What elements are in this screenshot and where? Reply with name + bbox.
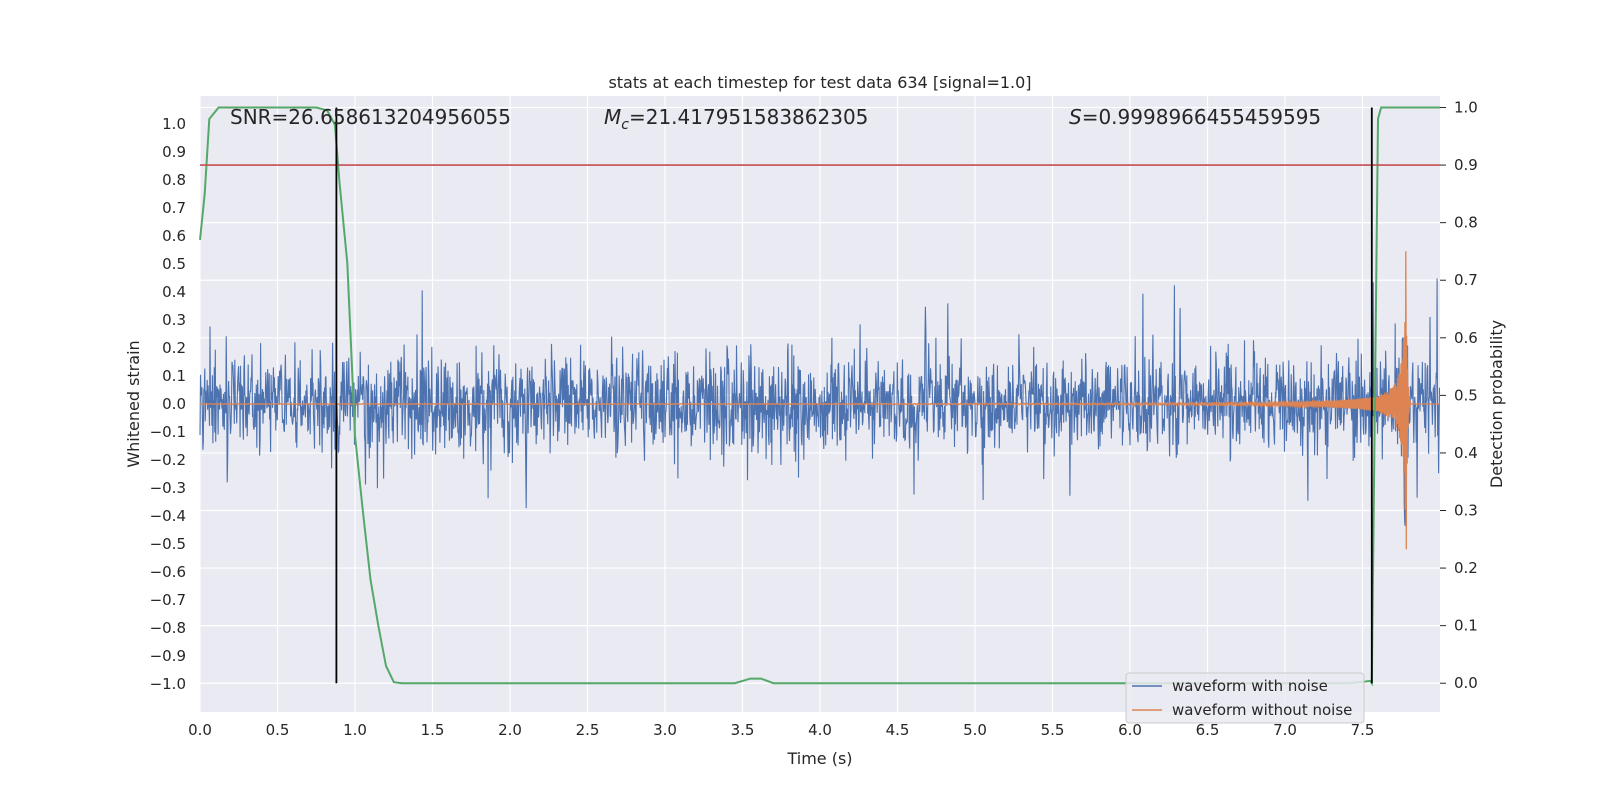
legend: waveform with noise waveform without noi… — [1125, 672, 1365, 724]
chirp-mass-annotation: Mc=21.417951583862305 — [604, 105, 868, 133]
x-tick-label: 2.0 — [498, 721, 522, 739]
y-tick-label-left: 0.5 — [162, 255, 186, 273]
y-tick-label-left: −0.7 — [150, 591, 186, 609]
y-tick-label-left: −0.5 — [150, 535, 186, 553]
y-tick-label-left: 0.9 — [162, 143, 186, 161]
x-tick-label: 6.5 — [1196, 721, 1220, 739]
y-tick-label-left: −0.6 — [150, 563, 186, 581]
y-tick-label-right: 0.7 — [1454, 271, 1478, 289]
y-tick-label-left: 0.3 — [162, 311, 186, 329]
x-tick-label: 7.0 — [1273, 721, 1297, 739]
y-tick-label-right: 0.2 — [1454, 559, 1478, 577]
x-tick-label: 1.0 — [343, 721, 367, 739]
x-tick-label: 3.0 — [653, 721, 677, 739]
y-tick-label-left: −0.3 — [150, 479, 186, 497]
axes: 0.0 0.5 1.0 1.5 2.0 2.5 3.0 3.5 4.0 4.5 5.0 5.5 6.0 6… — [150, 99, 1478, 739]
y-tick-label-right: 1.0 — [1454, 99, 1478, 117]
y-tick-label-left: 0.7 — [162, 199, 186, 217]
y-tick-label-left: 1.0 — [162, 115, 186, 133]
x-tick-label: 3.5 — [731, 721, 755, 739]
x-tick-label: 6.0 — [1118, 721, 1142, 739]
x-tick-label: 1.5 — [421, 721, 445, 739]
y-tick-label-left: −0.2 — [150, 451, 186, 469]
y-tick-label-left: 0.1 — [162, 367, 186, 385]
x-tick-label: 0.5 — [266, 721, 290, 739]
chirp-mass-symbol: M — [604, 105, 621, 129]
y-tick-label-left: −0.1 — [150, 423, 186, 441]
y-tick-label-left: −0.9 — [150, 647, 186, 665]
chirp-mass-value: =21.417951583862305 — [629, 105, 868, 129]
y-tick-label-left: 0.2 — [162, 339, 186, 357]
y-tick-label-left: −0.8 — [150, 619, 186, 637]
y-tick-label-right: 0.5 — [1454, 386, 1478, 404]
y-tick-label-right: 0.4 — [1454, 444, 1478, 462]
y-tick-label-right: 0.9 — [1454, 156, 1478, 174]
x-tick-label: 7.5 — [1351, 721, 1375, 739]
y-axis-label-left: Whitened strain — [124, 340, 143, 467]
legend-label-noisy: waveform with noise — [1172, 677, 1328, 695]
y-tick-label-left: 0.6 — [162, 227, 186, 245]
score-value: =0.9998966455459595 — [1082, 105, 1321, 129]
y-axis-label-right: Detection probability — [1487, 320, 1506, 488]
y-tick-label-right: 0.0 — [1454, 674, 1478, 692]
snr-annotation: SNR=26.658613204956055 — [230, 105, 511, 129]
clean-waveform-line — [199, 251, 1440, 550]
y-tick-label-left: 0.4 — [162, 283, 186, 301]
y-tick-label-left: −0.4 — [150, 507, 186, 525]
score-annotation: S=0.9998966455459595 — [1069, 105, 1321, 129]
y-tick-label-left: 0.0 — [162, 395, 186, 413]
x-tick-label: 4.5 — [886, 721, 910, 739]
legend-box — [1125, 672, 1365, 724]
noisy-waveform-line — [199, 278, 1441, 526]
overlay-lines — [200, 107, 1440, 684]
x-axis-label: Time (s) — [786, 749, 852, 768]
y-tick-label-right: 0.8 — [1454, 214, 1478, 232]
x-tick-label: 5.5 — [1041, 721, 1065, 739]
y-tick-label-right: 0.6 — [1454, 329, 1478, 347]
x-tick-label: 5.0 — [963, 721, 987, 739]
score-symbol: S — [1069, 105, 1082, 129]
legend-label-clean: waveform without noise — [1172, 701, 1352, 719]
chirp-mass-subscript: c — [621, 117, 629, 133]
noisy-waveform-series — [199, 278, 1441, 526]
y-tick-label-left: 0.8 — [162, 171, 186, 189]
x-tick-label: 0.0 — [188, 721, 212, 739]
y-tick-label-right: 0.1 — [1454, 617, 1478, 635]
chart-title: stats at each timestep for test data 634… — [608, 73, 1031, 92]
clean-waveform-series — [199, 251, 1440, 550]
x-tick-label: 4.0 — [808, 721, 832, 739]
y-tick-label-left: −1.0 — [150, 675, 186, 693]
x-tick-label: 2.5 — [576, 721, 600, 739]
y-tick-label-right: 0.3 — [1454, 502, 1478, 520]
